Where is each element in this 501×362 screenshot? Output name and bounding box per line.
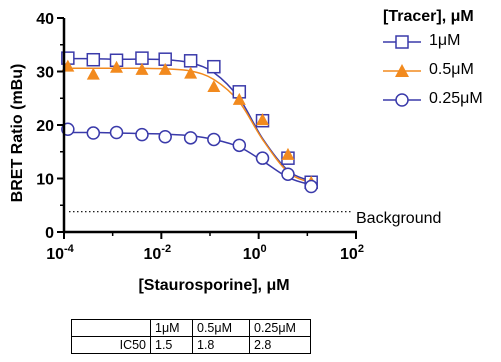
point-s1 bbox=[158, 62, 172, 75]
point-s1 bbox=[256, 113, 270, 126]
y-tick-label: 10 bbox=[36, 172, 54, 189]
x-tick-label: 10-2 bbox=[144, 243, 172, 263]
point-s1 bbox=[232, 92, 246, 105]
point-s2 bbox=[109, 125, 124, 140]
point-s1 bbox=[207, 79, 221, 92]
table-header-cell: 1μM bbox=[150, 319, 193, 337]
y-tick-label: 0 bbox=[45, 225, 54, 242]
point-s2 bbox=[135, 127, 149, 142]
y-tick-label: 30 bbox=[36, 65, 54, 82]
legend-item-0-5um: 0.5μM bbox=[383, 59, 501, 84]
axes bbox=[62, 18, 357, 234]
table-cell: 1.5 bbox=[150, 336, 193, 354]
y-tick-label: 40 bbox=[36, 11, 54, 28]
legend-item-1um: 1μM bbox=[383, 30, 501, 55]
table-header-cell bbox=[71, 319, 151, 337]
point-s2 bbox=[255, 151, 270, 165]
point-s2 bbox=[207, 132, 221, 147]
legend-title: [Tracer], μM bbox=[383, 8, 474, 25]
table-cell: IC50 bbox=[71, 336, 151, 354]
square-marker-icon bbox=[383, 35, 421, 49]
point-s1 bbox=[110, 60, 124, 73]
point-s1 bbox=[184, 66, 198, 79]
point-s2 bbox=[183, 131, 198, 145]
y-axis-label: BRET Ratio (mBu) bbox=[9, 64, 26, 203]
point-s2 bbox=[304, 179, 318, 194]
legend-label-0-5um: 0.5μM bbox=[429, 61, 474, 78]
y-tick-label: 20 bbox=[36, 118, 54, 135]
point-s1 bbox=[135, 62, 149, 75]
background-label: Background bbox=[356, 210, 441, 227]
table-header-row: 1μM 0.5μM 0.25μM bbox=[71, 319, 311, 337]
point-s2 bbox=[158, 130, 172, 144]
point-s0 bbox=[86, 52, 101, 67]
point-s0 bbox=[207, 59, 221, 74]
x-axis-label: [Staurosporine], μM bbox=[138, 277, 289, 294]
point-s2 bbox=[86, 126, 101, 140]
table-header-cell: 0.5μM bbox=[192, 319, 250, 337]
point-s2 bbox=[281, 167, 295, 181]
point-s0 bbox=[135, 51, 149, 65]
ic50-table: 1μM 0.5μM 0.25μM IC50 1.5 1.8 2.8 bbox=[71, 319, 311, 354]
circle-marker-icon bbox=[383, 93, 421, 107]
table-cell: 2.8 bbox=[249, 336, 311, 354]
point-s1 bbox=[86, 67, 100, 80]
x-tick-label: 102 bbox=[340, 243, 364, 263]
point-s0 bbox=[183, 54, 198, 68]
fit-line-1 bbox=[67, 67, 312, 184]
table-header-cell: 0.25μM bbox=[249, 319, 311, 337]
data-points bbox=[61, 51, 318, 194]
x-tick-label: 100 bbox=[243, 243, 267, 263]
table-cell: 1.8 bbox=[192, 336, 250, 354]
legend-label-1um: 1μM bbox=[429, 32, 461, 49]
table-row: IC50 1.5 1.8 2.8 bbox=[71, 336, 311, 354]
ticks: 0 10 20 30 40 10-4 10-2 100 102 bbox=[36, 11, 364, 263]
legend-label-0-25um: 0.25μM bbox=[429, 90, 483, 107]
legend-item-0-25um: 0.25μM bbox=[383, 88, 501, 113]
point-s1 bbox=[281, 147, 295, 160]
triangle-marker-icon bbox=[383, 64, 421, 77]
legend: [Tracer], μM 1μM 0.5μM 0.25μM bbox=[383, 8, 501, 113]
point-s2 bbox=[232, 138, 247, 153]
chart-svg: 0 10 20 30 40 10-4 10-2 100 102 BRET Ratio (mBu)… bbox=[9, 11, 441, 294]
x-tick-label: 10-4 bbox=[46, 243, 74, 263]
